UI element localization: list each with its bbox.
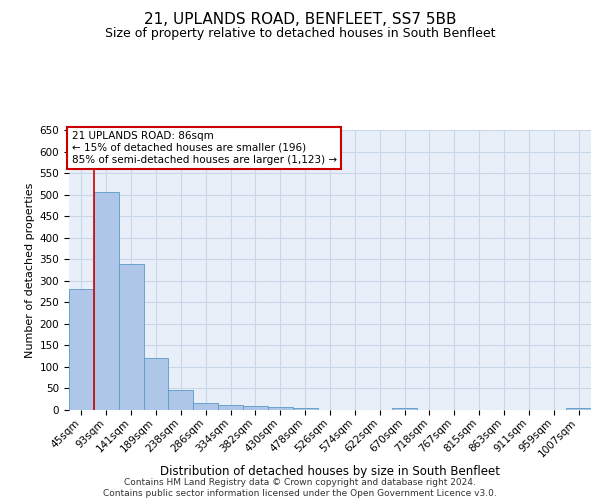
Text: 21 UPLANDS ROAD: 86sqm
← 15% of detached houses are smaller (196)
85% of semi-de: 21 UPLANDS ROAD: 86sqm ← 15% of detached… bbox=[71, 132, 337, 164]
Bar bbox=[392, 408, 417, 410]
X-axis label: Distribution of detached houses by size in South Benfleet: Distribution of detached houses by size … bbox=[160, 464, 500, 477]
Bar bbox=[69, 290, 94, 410]
Bar bbox=[268, 408, 293, 410]
Bar bbox=[243, 406, 268, 410]
Bar bbox=[119, 264, 143, 410]
Text: 21, UPLANDS ROAD, BENFLEET, SS7 5BB: 21, UPLANDS ROAD, BENFLEET, SS7 5BB bbox=[144, 12, 456, 28]
Text: Size of property relative to detached houses in South Benfleet: Size of property relative to detached ho… bbox=[105, 28, 495, 40]
Bar bbox=[143, 358, 169, 410]
Bar bbox=[293, 408, 317, 410]
Bar bbox=[193, 402, 218, 410]
Bar bbox=[566, 408, 591, 410]
Y-axis label: Number of detached properties: Number of detached properties bbox=[25, 182, 35, 358]
Bar bbox=[218, 405, 243, 410]
Bar bbox=[169, 390, 193, 410]
Bar bbox=[94, 192, 119, 410]
Text: Contains HM Land Registry data © Crown copyright and database right 2024.
Contai: Contains HM Land Registry data © Crown c… bbox=[103, 478, 497, 498]
